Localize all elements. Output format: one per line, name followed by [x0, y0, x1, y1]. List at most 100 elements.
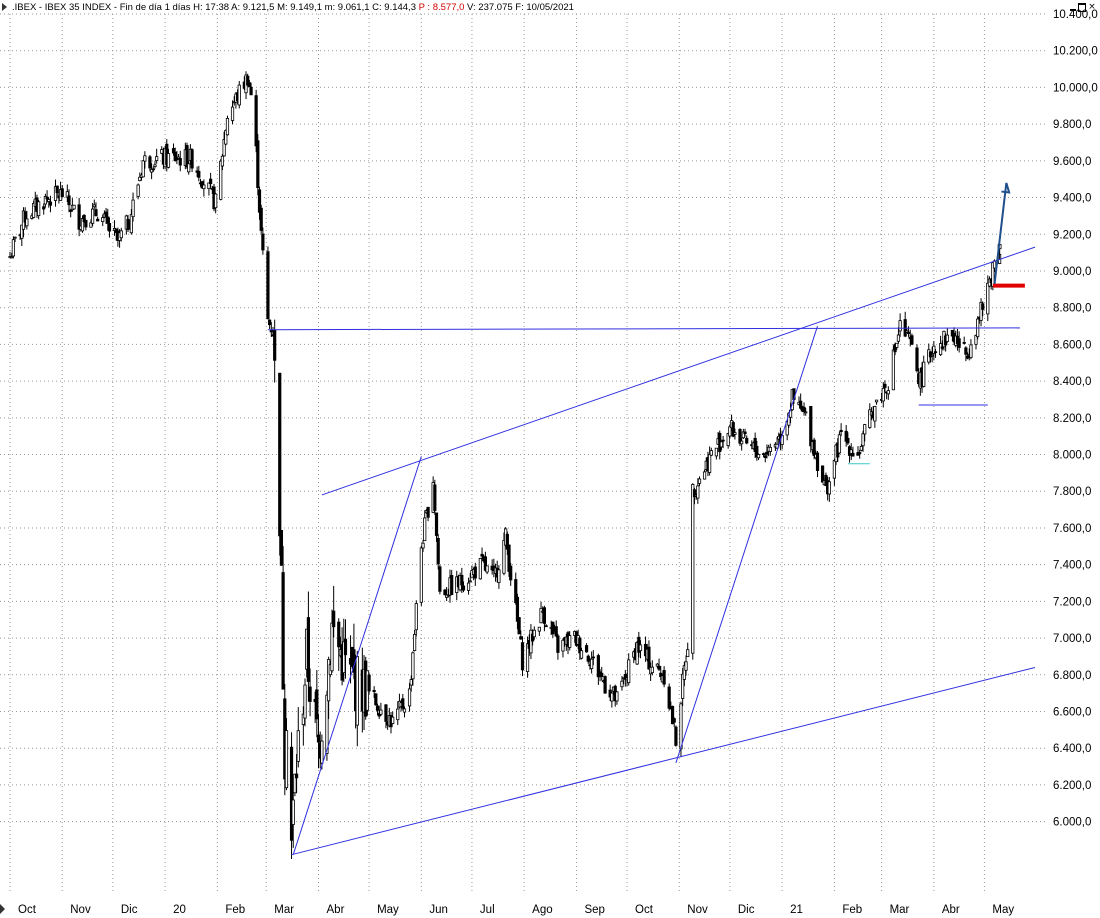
price-bar-body	[10, 256, 14, 259]
price-bar-body	[827, 481, 831, 495]
price-bar-body	[478, 558, 482, 580]
price-bar-body	[662, 670, 666, 685]
price-bar-body	[859, 445, 863, 451]
price-bar-body	[721, 439, 725, 442]
price-bar-body	[480, 553, 484, 557]
chart-header-info: .IBEX - IBEX 35 INDEX - Fin de día 1 día…	[12, 2, 574, 13]
price-bar-body	[107, 222, 112, 232]
price-bar-body	[837, 434, 842, 454]
price-bar-body	[544, 625, 548, 628]
price-bar-body	[910, 335, 914, 345]
price-bar-body	[930, 354, 934, 357]
price-bar-body	[197, 170, 201, 178]
price-bar-body	[67, 195, 71, 206]
y-tick-label: 10.000,0	[1053, 82, 1098, 94]
price-bar-body	[708, 453, 712, 473]
y-tick-label: 6.800,0	[1053, 670, 1091, 682]
price-bar-body	[891, 349, 895, 391]
price-bar-body	[143, 155, 147, 162]
price-bar-body	[519, 636, 523, 640]
price-bar-body	[812, 439, 816, 456]
price-bar-body	[556, 635, 560, 653]
price-bar-body	[423, 517, 427, 542]
price-bar-body	[861, 433, 865, 447]
trendline-2	[291, 666, 1036, 856]
y-tick-label: 7.000,0	[1053, 633, 1091, 645]
price-bar-body	[679, 703, 683, 750]
price-bar-body	[367, 674, 371, 692]
price-bar-body	[247, 82, 251, 87]
y-tick-label: 7.200,0	[1053, 596, 1091, 608]
price-bar-body	[396, 708, 400, 721]
price-bar-body	[551, 621, 555, 635]
price-bar-body	[578, 637, 582, 654]
price-bar-body	[765, 451, 769, 455]
price-bar-body	[414, 603, 418, 631]
y-tick-label: 8.200,0	[1053, 413, 1091, 425]
price-bar-body	[155, 156, 159, 161]
price-bar-body	[561, 639, 565, 652]
price-bar-body	[514, 579, 518, 604]
projection-arrow-head	[1001, 182, 1011, 194]
price-bar-body	[965, 355, 970, 359]
price-bar-body	[375, 705, 380, 711]
price-bar-body	[284, 730, 289, 789]
price-bar-body	[306, 617, 310, 682]
price-bar-body	[697, 478, 702, 484]
price-bar-body	[568, 635, 572, 648]
price-bar-body	[957, 338, 961, 348]
price-bar-body	[896, 334, 901, 342]
price-bar-body	[84, 219, 88, 228]
price-bar-body	[13, 236, 17, 239]
price-bar-body	[906, 331, 911, 335]
price-bar-body	[517, 617, 521, 635]
price-bar-body	[468, 580, 472, 583]
price-bar-body	[728, 426, 732, 437]
close-button[interactable]: ×	[1088, 2, 1096, 12]
price-bar-body	[539, 607, 543, 624]
minimize-button[interactable]	[1069, 3, 1077, 11]
price-bar-body	[47, 199, 51, 202]
price-bar-body	[224, 130, 228, 145]
price-bar-body	[684, 661, 688, 671]
price-bar-body	[166, 153, 171, 168]
price-bar-body	[25, 218, 29, 227]
price-bar-body	[839, 429, 843, 433]
price-bar-body	[692, 489, 697, 498]
title-bar: .IBEX - IBEX 35 INDEX - Fin de día 1 día…	[0, 0, 1100, 14]
price-bar-body	[962, 342, 966, 344]
price-bar-body	[202, 184, 206, 190]
price-bar-body	[702, 471, 707, 480]
x-tick-label: Abr	[942, 904, 960, 916]
y-tick-label: 7.600,0	[1053, 523, 1091, 535]
price-bar-body	[273, 329, 277, 361]
price-bar-body	[537, 626, 541, 632]
price-bar-body	[505, 533, 509, 550]
price-bar-body	[91, 208, 95, 224]
maximize-button[interactable]	[1078, 3, 1086, 12]
price-bar-body	[45, 196, 49, 200]
y-tick-label: 10.400,0	[1053, 9, 1098, 21]
y-tick-label: 6.200,0	[1053, 780, 1091, 792]
price-bar-body	[657, 665, 661, 670]
price-bar-body	[11, 239, 15, 257]
price-bar-body	[254, 95, 258, 147]
price-bar-body	[627, 659, 631, 684]
price-bar-body	[686, 649, 690, 658]
price-bar-body	[681, 673, 685, 699]
price-bar-body	[485, 565, 489, 573]
price-bar-body	[77, 204, 81, 230]
price-bar-body	[320, 740, 324, 764]
window-menu-marker[interactable]	[2, 3, 7, 11]
price-bar-body	[738, 428, 742, 444]
scroll-left-marker[interactable]	[0, 904, 5, 914]
price-bar-body	[696, 485, 700, 499]
price-bar-body	[187, 163, 191, 173]
price-bar-body	[883, 383, 887, 388]
x-tick-label: Nov	[70, 904, 91, 916]
price-bar-body	[945, 334, 949, 342]
price-bar-body	[740, 440, 744, 445]
price-bar-body	[638, 644, 643, 652]
price-bar-body	[237, 84, 241, 106]
